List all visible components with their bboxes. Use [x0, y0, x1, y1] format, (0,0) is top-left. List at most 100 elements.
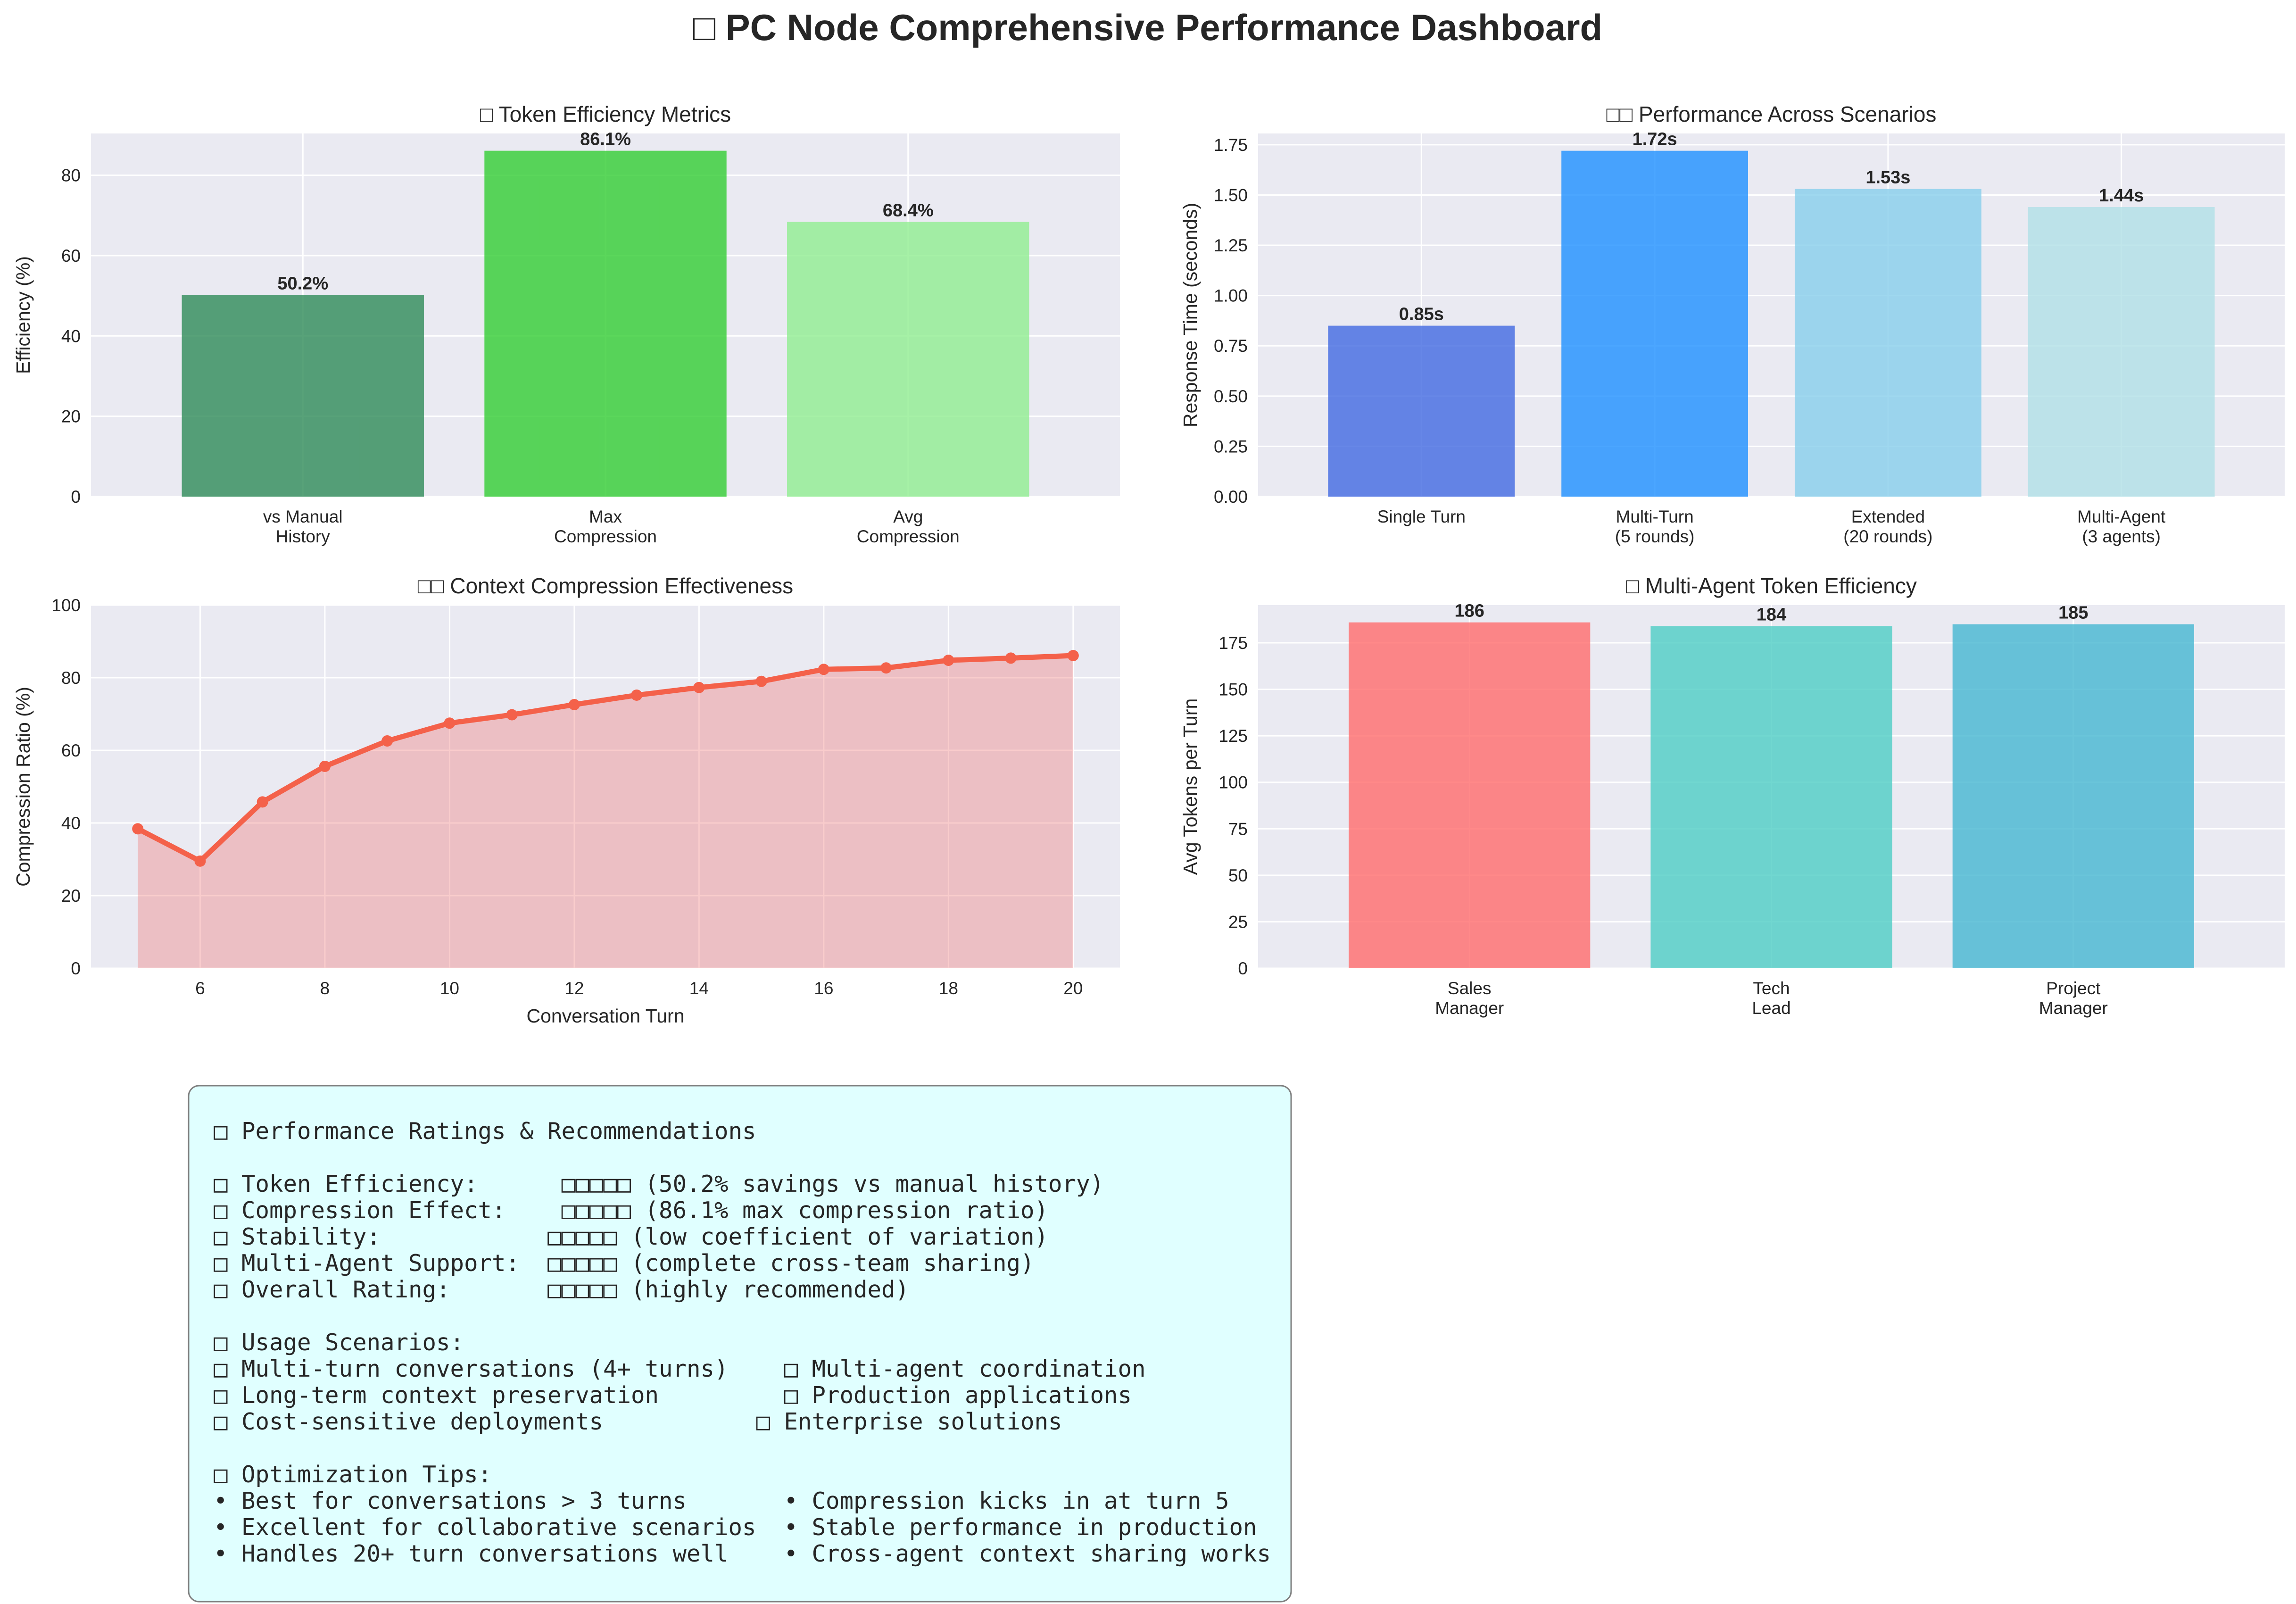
summary-line: □ Long-term context preservation □ Produ…: [214, 1382, 1132, 1409]
x-tick-label: Multi-Agent (3 agents): [2077, 507, 2166, 546]
y-tick-label: 60: [61, 741, 81, 760]
x-tick-label-line: Sales: [1448, 979, 1492, 998]
y-tick-label: 1.25: [1214, 236, 1248, 255]
x-tick-label-line: Extended: [1851, 507, 1925, 526]
y-tick-label: 25: [1228, 912, 1248, 931]
x-tick-label: Avg Compression: [857, 507, 960, 546]
x-tick-label: 12: [564, 979, 584, 998]
token-efficiency-chart: 0 20 40 60 80 □ Token Efficiency Metrics Effic…: [12, 102, 1120, 546]
y-tick-label: 0: [71, 487, 81, 507]
summary-line: □ Overall Rating: □□□□□ (highly recommen…: [214, 1276, 909, 1303]
y-tick-label: 0: [1238, 959, 1248, 978]
dashboard-title: □ PC Node Comprehensive Performance Dash…: [693, 7, 1602, 48]
x-tick-label-line: Multi-Turn: [1616, 507, 1694, 526]
x-tick-label: Sales Manager: [1435, 979, 1504, 1018]
x-tick-label: 18: [939, 979, 958, 998]
x-tick-label-line: vs Manual: [263, 507, 343, 526]
y-axis-label: Compression Ratio (%): [12, 687, 34, 887]
bar-value-label: 1.44s: [2099, 186, 2144, 206]
y-tick-label: 0.00: [1214, 487, 1248, 507]
summary-line: □ Optimization Tips:: [214, 1461, 492, 1488]
bar: [484, 150, 727, 497]
x-tick-label: 16: [814, 979, 833, 998]
data-point: [755, 675, 767, 687]
summary-line: • Excellent for collaborative scenarios …: [214, 1514, 1257, 1541]
bar-value-label: 1.72s: [1633, 130, 1677, 150]
bar: [1952, 624, 2194, 968]
summary-line: □ Performance Ratings & Recommendations: [214, 1118, 756, 1145]
data-point: [943, 655, 954, 666]
summary-line: • Best for conversations > 3 turns • Com…: [214, 1488, 1229, 1514]
y-tick-label: 50: [1228, 866, 1248, 885]
bar: [1561, 150, 1749, 497]
x-tick-label: 8: [320, 979, 330, 998]
y-tick-label: 1.00: [1214, 286, 1248, 306]
x-axis-label: Conversation Turn: [526, 1005, 684, 1027]
summary-box-background: [188, 1085, 1292, 1603]
summary-line: □ Stability: □□□□□ (low coefficient of v…: [214, 1223, 1048, 1250]
summary-line: □ Multi-Agent Support: □□□□□ (complete c…: [214, 1250, 1035, 1277]
bar: [2028, 207, 2215, 497]
y-tick-label: 75: [1228, 819, 1248, 839]
bar: [1650, 626, 1892, 968]
data-point: [381, 735, 393, 747]
x-tick-label-line: Project: [2046, 979, 2101, 998]
x-tick-label: 20: [1063, 979, 1083, 998]
chart-title: □ Token Efficiency Metrics: [480, 102, 731, 126]
x-tick-label: 6: [195, 979, 205, 998]
bar-value-label: 186: [1455, 601, 1484, 621]
summary-line: □ Token Efficiency: □□□□□ (50.2% savings…: [214, 1171, 1104, 1197]
y-tick-label: 60: [61, 246, 81, 266]
summary-text: □ Performance Ratings & Recommendations □…: [214, 1118, 1271, 1567]
series-line: [136, 653, 1074, 864]
x-tick-label: Extended (20 rounds): [1843, 507, 1932, 546]
bar: [787, 222, 1029, 497]
x-tick-label: Multi-Turn (5 rounds): [1615, 507, 1695, 546]
x-tick-label: Project Manager: [2039, 979, 2108, 1018]
x-tick-label-line: Compression: [554, 527, 657, 546]
summary-line: □ Usage Scenarios:: [214, 1329, 464, 1356]
data-point: [444, 717, 456, 729]
x-tick-label-line: Manager: [1435, 998, 1504, 1018]
y-axis-label: Response Time (seconds): [1179, 203, 1201, 427]
x-tick-label: Single Turn: [1377, 507, 1466, 526]
summary-box: □ Performance Ratings & Recommendations □…: [188, 1085, 1292, 1603]
bar: [1328, 325, 1515, 497]
summary-line: □ Compression Effect: □□□□□ (86.1% max c…: [214, 1197, 1048, 1224]
data-point: [1067, 650, 1079, 662]
data-point: [319, 760, 331, 772]
x-tick-label: Tech Lead: [1752, 979, 1790, 1018]
bar-value-label: 185: [2058, 603, 2088, 623]
summary-line: • Handles 20+ turn conversations well • …: [214, 1540, 1271, 1567]
y-tick-label: 40: [61, 326, 81, 346]
data-point: [506, 709, 518, 721]
bar-value-label: 0.85s: [1399, 305, 1444, 324]
y-tick-label: 0: [71, 959, 81, 978]
data-point: [880, 662, 892, 674]
bar: [1794, 189, 1981, 497]
bar-value-label: 1.53s: [1865, 168, 1910, 188]
bar-value-label: 68.4%: [883, 200, 934, 220]
y-tick-label: 20: [61, 886, 81, 906]
multi-agent-token-chart: 0 25 50 75 100 125 150 175 □ Multi-Agent Token E…: [1179, 573, 2285, 1018]
y-tick-label: 1.75: [1214, 135, 1248, 155]
y-tick-label: 1.50: [1214, 185, 1248, 205]
x-tick-label: Max Compression: [554, 507, 657, 546]
scenario-performance-chart: 0.00 0.25 0.50 0.75 1.00 1.25 1.50 1.75 □□ Perfo…: [1179, 102, 2285, 546]
x-tick-label: 10: [440, 979, 459, 998]
y-tick-label: 125: [1218, 726, 1248, 746]
data-point: [194, 855, 206, 867]
chart-title: □□ Context Compression Effectiveness: [418, 573, 793, 598]
y-tick-label: 0.50: [1214, 387, 1248, 406]
summary-line: □ Cost-sensitive deployments □ Enterpris…: [214, 1408, 1062, 1435]
x-tick-label-line: Tech: [1753, 979, 1790, 998]
data-point: [693, 681, 705, 693]
x-tick-label-line: Max: [589, 507, 622, 526]
data-point: [568, 698, 580, 710]
summary-line: □ Multi-turn conversations (4+ turns) □ …: [214, 1355, 1146, 1382]
y-tick-label: 80: [61, 668, 81, 688]
chart-title: □ Multi-Agent Token Efficiency: [1626, 573, 1917, 598]
x-tick-label-line: Avg: [893, 507, 923, 526]
data-point: [132, 823, 144, 835]
bar-value-label: 184: [1757, 605, 1786, 625]
